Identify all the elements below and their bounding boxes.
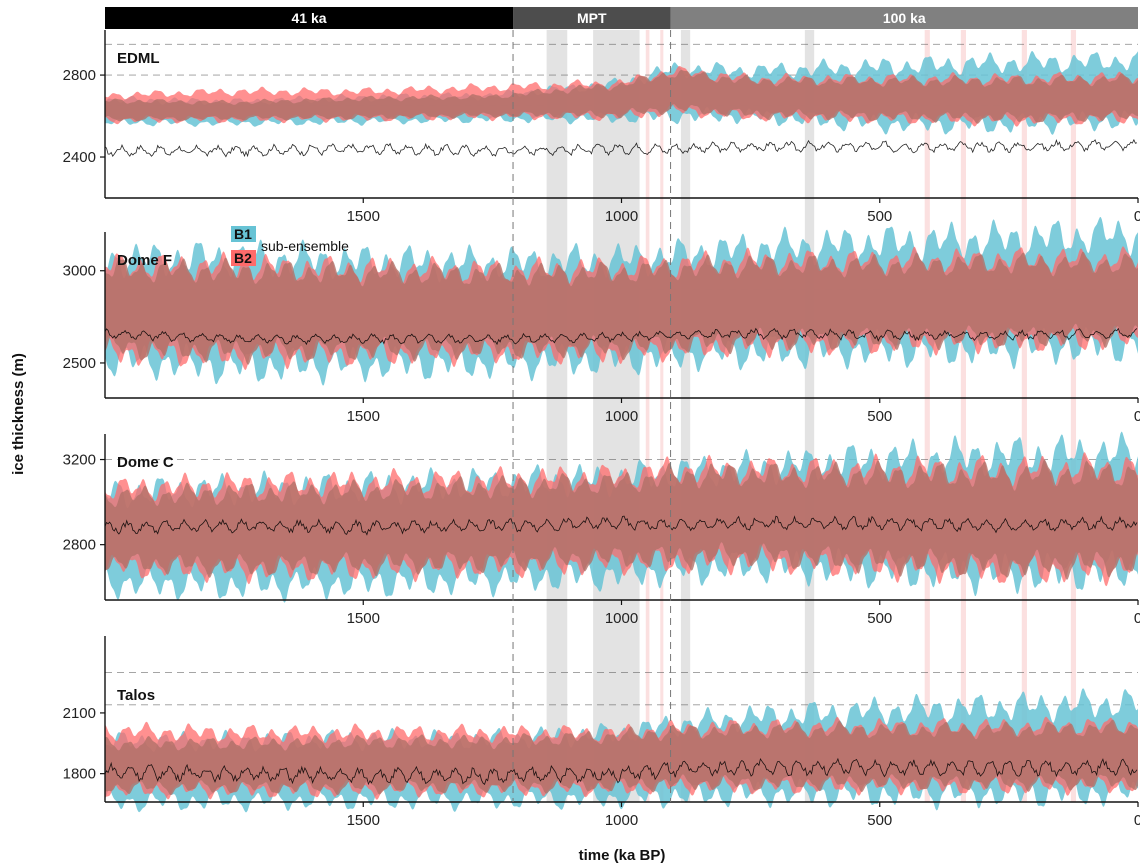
era-bar: 41 ka MPT 100 ka bbox=[105, 7, 1138, 29]
overlap-envelope bbox=[105, 251, 1138, 365]
x-tick-label: 1000 bbox=[605, 610, 638, 627]
legend-swatch bbox=[231, 226, 256, 242]
era-segment bbox=[670, 7, 1138, 29]
y-tick-label: 2100 bbox=[63, 705, 96, 722]
legend-key: B2 bbox=[234, 250, 252, 266]
x-tick-label: 500 bbox=[867, 408, 892, 425]
era-label: 100 ka bbox=[883, 10, 926, 26]
y-tick-label: 3000 bbox=[63, 263, 96, 280]
pink-band bbox=[645, 30, 650, 802]
panel-dome-f: 2500 3000 1500 1000 500 0 Dome F bbox=[63, 217, 1140, 425]
pink-band bbox=[1021, 30, 1027, 802]
y-tick-label: 1800 bbox=[63, 766, 96, 783]
panel-label: Dome F bbox=[117, 252, 172, 269]
legend-key: B1 bbox=[234, 226, 252, 242]
grey-band bbox=[546, 30, 568, 802]
era-segment bbox=[513, 7, 671, 29]
y-tick-label: 2800 bbox=[63, 537, 96, 554]
legend: B1 B2 sub-ensemble bbox=[231, 226, 349, 266]
chart-panels: 2400 2800 1500 1000 500 0 EDML 2500 3000 1500 1000… bbox=[63, 30, 1140, 829]
grey-band bbox=[680, 30, 691, 802]
observed-line bbox=[104, 138, 1138, 158]
x-tick-label: 0 bbox=[1134, 610, 1140, 627]
x-tick-label: 1500 bbox=[347, 208, 380, 225]
pink-band bbox=[660, 30, 664, 802]
observed-line bbox=[104, 757, 1138, 786]
grey-band bbox=[593, 30, 640, 802]
era-label: MPT bbox=[577, 10, 607, 26]
x-tick-label: 1500 bbox=[347, 610, 380, 627]
overlap-envelope bbox=[105, 70, 1138, 124]
pink-band bbox=[1070, 30, 1077, 802]
x-tick-label: 500 bbox=[867, 208, 892, 225]
boundary-lines bbox=[512, 30, 672, 802]
x-tick-label: 500 bbox=[867, 610, 892, 627]
x-tick-label: 1000 bbox=[605, 408, 638, 425]
legend-text: sub-ensemble bbox=[261, 238, 349, 254]
observed-line bbox=[104, 327, 1138, 346]
x-tick-label: 1500 bbox=[347, 408, 380, 425]
observed-line bbox=[104, 515, 1138, 536]
x-tick-label: 1000 bbox=[605, 208, 638, 225]
x-axis-title: time (ka BP) bbox=[579, 847, 666, 864]
x-tick-label: 1000 bbox=[605, 812, 638, 829]
panel-edml: 2400 2800 1500 1000 500 0 EDML bbox=[63, 30, 1140, 225]
x-tick-label: 500 bbox=[867, 812, 892, 829]
highlight-bands bbox=[546, 30, 1077, 802]
panel-dome-c: 2800 3200 1500 1000 500 0 Dome C bbox=[63, 431, 1140, 627]
era-label: 41 ka bbox=[291, 10, 326, 26]
y-axis-title: ice thickness (m) bbox=[10, 353, 27, 475]
legend-swatch bbox=[231, 250, 256, 266]
pink-band bbox=[924, 30, 930, 802]
x-tick-label: 1500 bbox=[347, 812, 380, 829]
grey-band bbox=[804, 30, 815, 802]
panel-label: Talos bbox=[117, 687, 155, 704]
panel-label: EDML bbox=[117, 50, 160, 67]
era-segment bbox=[105, 7, 514, 29]
y-tick-label: 2800 bbox=[63, 67, 96, 84]
x-tick-label: 0 bbox=[1134, 208, 1140, 225]
panel-label: Dome C bbox=[117, 454, 174, 471]
y-tick-label: 2400 bbox=[63, 149, 96, 166]
y-tick-label: 2500 bbox=[63, 355, 96, 372]
x-tick-label: 0 bbox=[1134, 812, 1140, 829]
x-tick-label: 0 bbox=[1134, 408, 1140, 425]
pink-band bbox=[960, 30, 967, 802]
panel-talos: 1800 2100 1500 1000 500 0 Talos bbox=[63, 636, 1140, 829]
y-tick-label: 3200 bbox=[63, 452, 96, 469]
